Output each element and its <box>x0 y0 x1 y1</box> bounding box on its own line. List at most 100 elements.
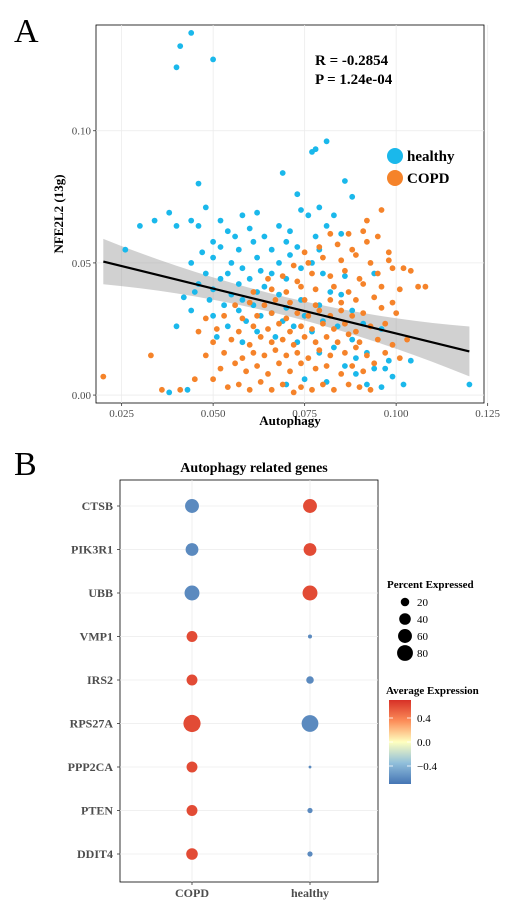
point-healthy <box>206 297 213 303</box>
dot-ctsb-copd <box>185 499 199 513</box>
point-copd <box>364 352 370 359</box>
point-healthy <box>272 334 279 340</box>
point-copd <box>396 286 403 293</box>
point-healthy <box>195 180 202 187</box>
point-copd <box>268 386 275 393</box>
scatter-panel: 0.025 0.050 0.075 0.100 0.125 0.00 0.05 0.10 R … <box>51 24 501 428</box>
point-healthy <box>298 265 304 272</box>
point-copd <box>298 283 304 290</box>
point-copd <box>217 365 224 372</box>
gene-label: PTEN <box>81 804 113 818</box>
point-copd <box>283 315 290 322</box>
point-copd <box>294 310 301 316</box>
point-copd <box>353 297 359 303</box>
point-copd <box>367 260 374 266</box>
point-healthy <box>195 223 202 229</box>
color-legend-title: Average Expression <box>386 685 479 697</box>
x-axis-title: Autophagy <box>259 413 321 428</box>
point-copd <box>389 341 396 348</box>
y-tick-label: 0.05 <box>72 258 92 270</box>
point-copd <box>268 286 275 293</box>
point-copd <box>195 328 202 335</box>
point-healthy <box>385 357 392 364</box>
point-copd <box>382 349 389 356</box>
point-copd <box>374 270 381 277</box>
point-healthy <box>407 357 414 364</box>
point-copd <box>309 326 315 332</box>
point-healthy <box>166 209 173 216</box>
point-healthy <box>188 30 195 36</box>
point-healthy <box>213 334 220 340</box>
point-healthy <box>342 363 348 369</box>
point-copd <box>191 376 198 383</box>
size-legend-label: 40 <box>417 614 429 626</box>
point-healthy <box>353 355 359 361</box>
x-tick-label: 0.025 <box>109 408 134 420</box>
point-healthy <box>349 193 356 200</box>
point-healthy <box>210 254 217 261</box>
x-tick-label: 0.100 <box>384 408 409 420</box>
point-copd <box>309 386 315 393</box>
point-copd <box>279 381 286 388</box>
point-healthy <box>301 376 308 383</box>
point-copd <box>290 341 297 348</box>
dot-pten-healthy <box>307 807 313 814</box>
legend-healthy-swatch <box>387 148 403 164</box>
gene-label: PPP2CA <box>68 760 114 774</box>
point-healthy <box>268 270 275 277</box>
point-copd <box>338 299 345 306</box>
legend-copd-label: COPD <box>407 171 450 187</box>
point-copd <box>228 336 235 343</box>
point-copd <box>272 347 279 353</box>
point-copd <box>210 376 217 383</box>
point-copd <box>305 355 312 361</box>
regression-line-path <box>103 260 470 353</box>
point-copd <box>309 270 315 277</box>
point-copd <box>360 228 367 235</box>
size-legend-label: 60 <box>417 631 429 643</box>
point-copd <box>378 207 385 213</box>
point-healthy <box>257 267 264 274</box>
point-copd <box>378 304 385 311</box>
dot-ppp2ca-healthy <box>308 765 312 769</box>
point-healthy <box>331 212 337 219</box>
point-healthy <box>254 254 260 261</box>
x-tick-label: 0.075 <box>292 408 317 420</box>
point-healthy <box>221 302 228 309</box>
point-copd <box>177 386 184 393</box>
point-copd <box>331 283 337 290</box>
scatter-points <box>100 30 473 396</box>
point-copd <box>148 352 154 359</box>
point-copd <box>301 334 308 340</box>
point-copd <box>356 339 363 346</box>
point-healthy <box>180 294 187 301</box>
point-copd <box>353 328 359 335</box>
point-copd <box>349 363 356 369</box>
point-healthy <box>239 265 246 272</box>
regression-line <box>103 260 470 353</box>
point-healthy <box>279 170 286 176</box>
point-healthy <box>210 312 217 319</box>
point-copd <box>202 352 209 359</box>
point-healthy <box>261 233 268 240</box>
r-value-text: R = -0.2854 <box>315 53 389 69</box>
size-legend: Percent Expressed 20 40 60 80 <box>387 579 474 661</box>
point-healthy <box>122 246 129 253</box>
point-healthy <box>191 289 198 295</box>
point-copd <box>235 328 242 335</box>
point-healthy <box>353 371 359 377</box>
point-copd <box>257 379 264 385</box>
point-copd <box>312 286 319 293</box>
point-copd <box>316 244 323 250</box>
point-copd <box>360 310 367 316</box>
point-copd <box>356 384 363 390</box>
point-copd <box>407 267 414 274</box>
point-copd <box>298 323 304 330</box>
point-healthy <box>294 191 301 198</box>
category-label: COPD <box>175 886 209 900</box>
point-healthy <box>239 297 246 303</box>
size-legend-dot <box>399 613 411 625</box>
x-tick-label: 0.125 <box>475 408 500 420</box>
point-copd <box>422 283 429 290</box>
